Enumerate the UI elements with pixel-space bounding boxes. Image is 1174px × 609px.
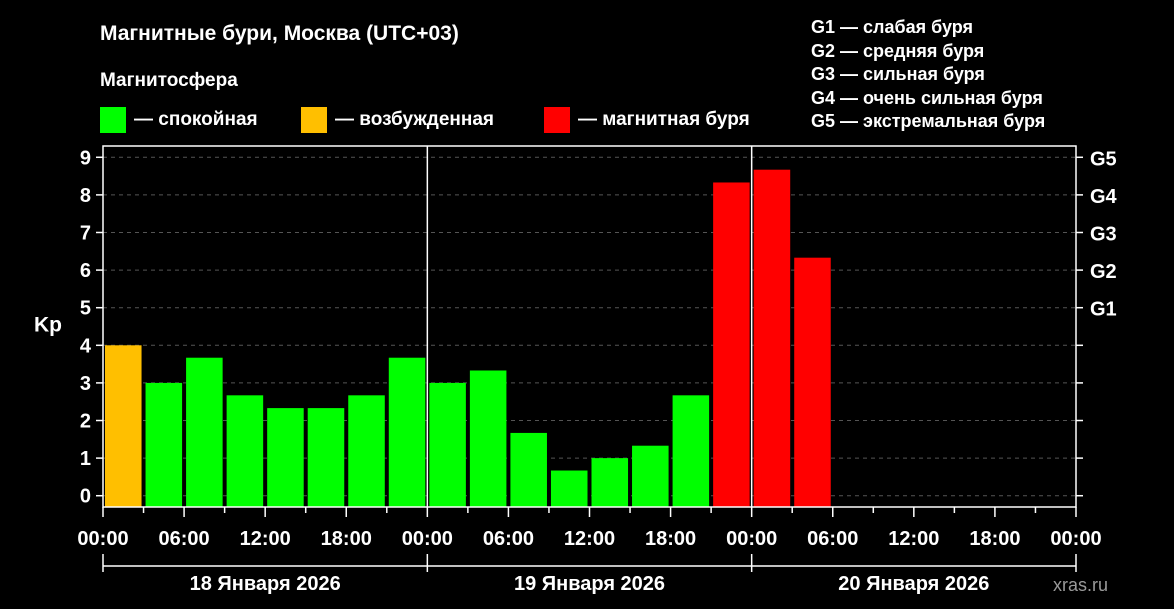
y-tick-label: 3 bbox=[80, 373, 91, 395]
g-legend-item-g2: G2 — средняя буря bbox=[811, 40, 985, 61]
kp-bar bbox=[307, 408, 345, 507]
x-tick-label: 18:00 bbox=[969, 528, 1020, 550]
g-level-label: G2 bbox=[1090, 261, 1117, 283]
kp-bar bbox=[226, 395, 264, 507]
g-legend-item-g4: G4 — очень сильная буря bbox=[811, 87, 1043, 108]
y-tick-label: 2 bbox=[80, 411, 91, 433]
kp-bar bbox=[753, 169, 791, 508]
legend-label-quiet: — спокойная bbox=[134, 109, 258, 130]
legend-item-quiet: — спокойная bbox=[100, 107, 258, 133]
g-legend-item-g1: G1 — слабая буря bbox=[811, 17, 974, 37]
x-tick-label: 00:00 bbox=[402, 528, 453, 550]
x-tick-label: 00:00 bbox=[1050, 528, 1101, 550]
x-tick-label: 12:00 bbox=[564, 528, 615, 550]
y-tick-label: 0 bbox=[80, 486, 91, 508]
legend-label-storm: — магнитная буря bbox=[578, 109, 750, 130]
chart-title: Магнитные бури, Москва (UTC+03) bbox=[100, 22, 459, 45]
watermark: xras.ru bbox=[1053, 575, 1109, 595]
x-tick-label: 06:00 bbox=[807, 528, 858, 550]
g-legend-item-g3: G3 — сильная буря bbox=[811, 64, 985, 84]
x-tick-label: 12:00 bbox=[240, 528, 291, 550]
kp-bar bbox=[267, 408, 304, 507]
legend-label-disturbed: — возбужденная bbox=[335, 109, 495, 130]
day-label: 18 Января 2026 bbox=[190, 573, 341, 595]
kp-bar bbox=[713, 182, 750, 507]
x-tick-label: 06:00 bbox=[483, 528, 534, 550]
kp-bar bbox=[469, 370, 507, 507]
legend-item-storm: — магнитная буря bbox=[544, 107, 750, 133]
y-tick-label: 9 bbox=[80, 147, 91, 169]
x-tick-label: 18:00 bbox=[645, 528, 696, 550]
kp-bar bbox=[186, 357, 223, 507]
kp-bar bbox=[672, 395, 710, 507]
y-tick-label: 1 bbox=[80, 448, 91, 470]
kp-bar bbox=[632, 445, 669, 507]
kp-bar bbox=[105, 345, 142, 507]
kp-bar bbox=[145, 382, 183, 507]
kp-bar bbox=[550, 470, 588, 507]
x-tick-label: 00:00 bbox=[77, 528, 128, 550]
y-tick-label: 4 bbox=[80, 335, 92, 357]
g-legend-item-g5: G5 — экстремальная буря bbox=[811, 111, 1046, 131]
day-label: 20 Января 2026 bbox=[838, 573, 989, 595]
y-axis-label: Kp bbox=[34, 314, 62, 337]
x-tick-label: 18:00 bbox=[321, 528, 372, 550]
kp-bar bbox=[794, 257, 831, 507]
y-tick-label: 5 bbox=[80, 298, 91, 320]
y-tick-label: 6 bbox=[80, 260, 91, 282]
kp-bar bbox=[429, 382, 466, 507]
x-tick-label: 12:00 bbox=[888, 528, 939, 550]
kp-bar bbox=[348, 395, 385, 507]
g-level-label: G5 bbox=[1090, 148, 1117, 170]
g-level-label: G1 bbox=[1090, 299, 1117, 321]
legend-swatch-storm bbox=[544, 107, 570, 133]
y-tick-label: 8 bbox=[80, 185, 91, 207]
legend-swatch-quiet bbox=[100, 107, 126, 133]
legend-item-disturbed: — возбужденная bbox=[301, 107, 494, 133]
g-scale-legend: G1 — слабая буря G2 — средняя буря G3 — … bbox=[811, 16, 1045, 134]
g-level-label: G3 bbox=[1090, 223, 1117, 245]
kp-bar bbox=[591, 458, 629, 507]
g-level-label: G4 bbox=[1090, 186, 1118, 208]
y-tick-label: 7 bbox=[80, 222, 91, 244]
chart-subtitle: Магнитосфера bbox=[100, 70, 238, 91]
kp-bar bbox=[388, 357, 426, 507]
legend-swatch-disturbed bbox=[301, 107, 327, 133]
x-tick-label: 00:00 bbox=[726, 528, 777, 550]
kp-bar bbox=[510, 432, 547, 507]
x-tick-label: 06:00 bbox=[159, 528, 210, 550]
day-label: 19 Января 2026 bbox=[514, 573, 665, 595]
